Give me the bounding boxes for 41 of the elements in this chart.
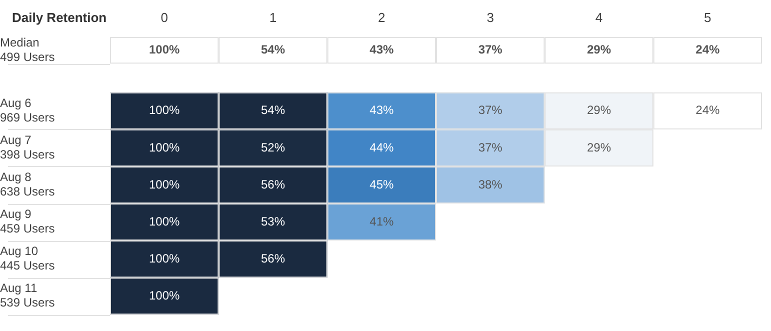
x-tick-label: 5: [704, 10, 712, 25]
y-tick-label: Aug 6 969 Users: [0, 96, 55, 124]
data-label: 38%: [478, 177, 503, 192]
x-tick-label: 1: [269, 10, 277, 25]
data-label: 24%: [696, 42, 720, 57]
x-tick-label: 3: [486, 10, 494, 25]
data-label: 24%: [696, 103, 720, 118]
data-label: 37%: [478, 42, 503, 57]
y-tick-label: Aug 11 539 Users: [0, 281, 55, 310]
data-label: 41%: [370, 214, 394, 228]
data-label: 54%: [260, 42, 286, 57]
data-label: 37%: [478, 103, 503, 118]
y-tick-label: Aug 9 459 Users: [0, 207, 55, 236]
data-label: 43%: [370, 103, 394, 118]
data-label: 53%: [260, 214, 286, 228]
data-label: 29%: [586, 103, 612, 118]
x-tick-label: 2: [378, 10, 386, 25]
x-tick-label: 0: [160, 10, 168, 25]
data-label: 100%: [148, 214, 180, 228]
data-label: 100%: [148, 103, 180, 118]
data-label: 100%: [148, 251, 180, 266]
data-label: 54%: [260, 103, 286, 118]
data-label: 56%: [260, 177, 286, 192]
y-tick-label: Median 499 Users: [0, 35, 55, 64]
data-label: 52%: [260, 140, 286, 154]
x-tick-label: 4: [595, 10, 603, 25]
data-label: 29%: [586, 42, 612, 57]
data-label: 29%: [586, 140, 612, 154]
data-label: 100%: [148, 177, 180, 192]
data-label: 56%: [260, 251, 286, 266]
y-tick-label: Aug 8 638 Users: [0, 170, 55, 198]
y-tick-label: Aug 7 398 Users: [0, 133, 55, 162]
data-label: 37%: [478, 140, 503, 154]
data-label: 100%: [148, 288, 180, 302]
data-label: 44%: [370, 140, 394, 154]
data-label: 100%: [148, 140, 180, 154]
data-label: 100%: [148, 42, 180, 57]
y-tick-label: Aug 10 445 Users: [0, 244, 55, 273]
data-label: 45%: [370, 177, 394, 192]
data-label: 43%: [370, 42, 394, 57]
chart-title: Daily Retention: [12, 10, 107, 26]
